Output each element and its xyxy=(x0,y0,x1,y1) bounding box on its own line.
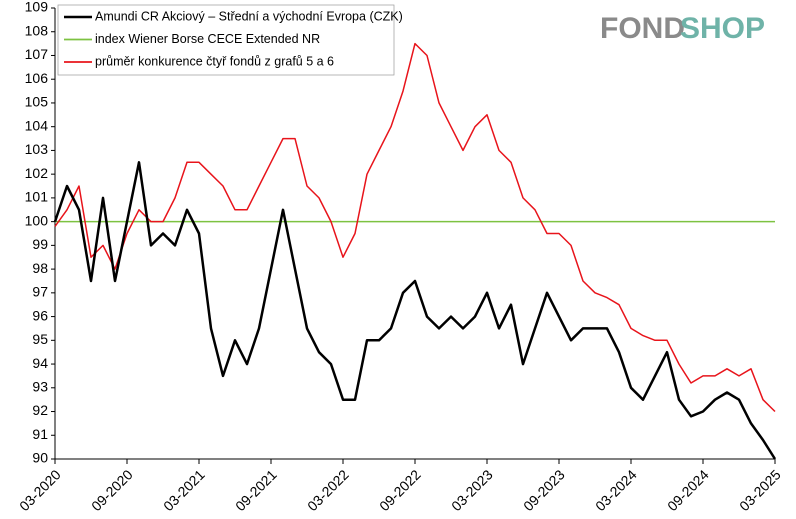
y-tick-label: 105 xyxy=(25,94,49,110)
y-tick-label: 104 xyxy=(25,117,49,133)
y-tick-label: 98 xyxy=(32,260,48,276)
x-tick-label: 09-2022 xyxy=(376,466,424,514)
y-tick-label: 107 xyxy=(25,46,49,62)
legend-label: Amundi CR Akciový – Střední a východní E… xyxy=(95,9,403,23)
y-tick-label: 109 xyxy=(25,0,49,15)
y-tick-label: 99 xyxy=(32,236,48,252)
y-tick-label: 97 xyxy=(32,284,48,300)
series-line xyxy=(54,42,776,413)
x-tick-label: 09-2021 xyxy=(232,466,280,514)
x-tick-label: 03-2025 xyxy=(736,466,784,514)
x-tick-label: 09-2023 xyxy=(520,466,568,514)
x-tick-label: 03-2020 xyxy=(16,466,64,514)
y-tick-label: 101 xyxy=(25,189,49,205)
legend-label: index Wiener Borse CECE Extended NR xyxy=(95,32,320,46)
y-tick-label: 93 xyxy=(32,378,48,394)
y-tick-label: 96 xyxy=(32,307,48,323)
x-tick-label: 09-2024 xyxy=(664,466,712,514)
x-tick-label: 03-2021 xyxy=(160,466,208,514)
x-tick-label: 03-2023 xyxy=(448,466,496,514)
y-tick-label: 106 xyxy=(25,70,49,86)
y-tick-label: 91 xyxy=(32,426,48,442)
x-tick-label: 09-2020 xyxy=(88,466,136,514)
x-tick-label: 03-2024 xyxy=(592,466,640,514)
x-tick-label: 03-2022 xyxy=(304,466,352,514)
logo-shop: SHOP xyxy=(680,12,765,45)
legend-box xyxy=(57,4,395,76)
logo-fond: FOND xyxy=(600,12,685,45)
y-tick-label: 108 xyxy=(25,22,49,38)
y-tick-label: 94 xyxy=(32,355,48,371)
y-tick-label: 103 xyxy=(25,141,49,157)
y-tick-label: 102 xyxy=(25,165,49,181)
y-tick-label: 95 xyxy=(32,331,48,347)
y-tick-label: 92 xyxy=(32,402,48,418)
series-line xyxy=(53,161,777,460)
legend-label: průměr konkurence čtyř fondů z grafů 5 a… xyxy=(95,54,334,68)
y-tick-label: 90 xyxy=(32,450,48,466)
y-tick-label: 100 xyxy=(25,212,49,228)
